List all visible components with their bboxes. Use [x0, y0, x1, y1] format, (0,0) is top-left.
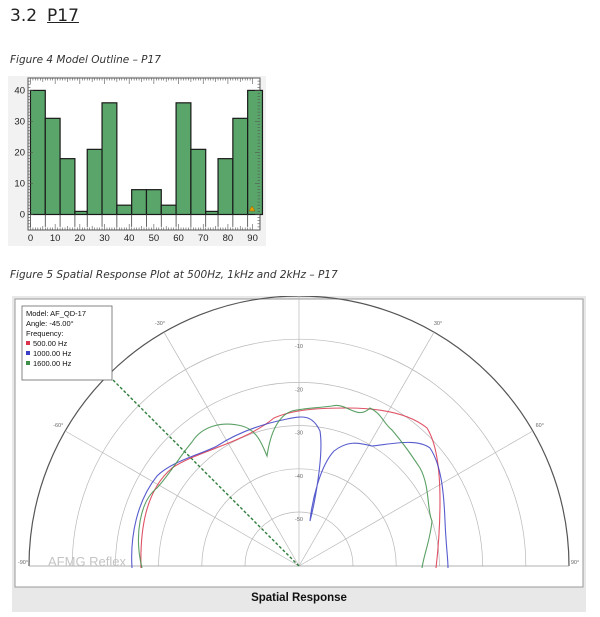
watermark: AFMG Reflex — [48, 554, 127, 569]
radial-label: -10 — [295, 344, 303, 350]
bar — [59, 158, 76, 216]
x-tick-label: 50 — [149, 233, 160, 244]
top-minor-ticks — [30, 78, 253, 84]
legend-swatch — [26, 341, 30, 345]
bar — [190, 148, 207, 216]
section-heading: 3.2 P17 — [10, 6, 79, 26]
model-outline-chart: 0 10 20 30 40 50 60 70 80 90 0 10 20 30 40 — [8, 76, 266, 246]
x-axis: 0 10 20 30 40 50 60 70 80 90 — [28, 224, 258, 244]
series-500hz — [140, 407, 441, 569]
angle-label: 90° — [571, 560, 579, 566]
legend-angle: Angle: -45.00° — [26, 319, 74, 328]
legend-box: Model: AF_QD-17 Angle: -45.00° Frequency… — [21, 305, 113, 381]
figure-5-caption: Figure 5 Spatial Response Plot at 500Hz,… — [10, 269, 338, 281]
x-tick-label: 60 — [173, 233, 184, 244]
x-tick-label: 10 — [50, 233, 61, 244]
bar — [232, 117, 249, 216]
grid-spoke — [163, 331, 300, 567]
bar — [116, 204, 133, 216]
legend-series-label: 1600.00 Hz — [33, 359, 72, 368]
radial-label: -40 — [295, 474, 303, 480]
series-1600hz — [137, 404, 433, 569]
response-curves — [131, 404, 449, 569]
y-tick-label: 30 — [14, 116, 25, 127]
radial-label: -50 — [295, 517, 303, 523]
series-1000hz — [131, 416, 449, 569]
angle-label: -90° — [18, 560, 28, 566]
radial-label: -20 — [295, 387, 303, 393]
bar — [131, 189, 148, 216]
legend-model: Model: AF_QD-17 — [26, 309, 86, 318]
y-tick-label: 10 — [14, 178, 25, 189]
bar — [86, 148, 103, 216]
bar — [175, 102, 192, 216]
y-tick-label: 40 — [14, 85, 25, 96]
legend-series-label: 500.00 Hz — [33, 339, 67, 348]
x-tick-label: 0 — [28, 233, 33, 244]
bar — [205, 210, 219, 216]
x-tick-label: 30 — [99, 233, 110, 244]
x-tick-label: 20 — [75, 233, 86, 244]
spatial-response-plot: -90°-60°-30°0°30°60°90°-10-20-30-40-50 A… — [12, 296, 586, 612]
plot-title: Spatial Response — [251, 592, 347, 604]
angle-label: 60° — [536, 423, 544, 429]
section-title-link[interactable]: P17 — [47, 6, 79, 26]
outer-ring — [28, 296, 570, 567]
aiming-angle-line — [107, 374, 300, 567]
x-tick-label: 70 — [198, 233, 209, 244]
legend-swatch — [26, 351, 30, 355]
y-axis: 0 10 20 30 40 — [14, 80, 260, 228]
bar-series — [28, 89, 264, 227]
grid-spoke — [64, 430, 300, 567]
legend-series-label: 1000.00 Hz — [33, 349, 72, 358]
bar — [101, 102, 118, 216]
x-tick-label: 80 — [223, 233, 234, 244]
figure-4-caption: Figure 4 Model Outline – P17 — [10, 54, 161, 66]
x-tick-label: 40 — [124, 233, 135, 244]
angle-label: 30° — [434, 321, 442, 327]
bar — [217, 158, 234, 216]
angle-label: -60° — [53, 423, 63, 429]
grid-spoke — [298, 430, 534, 567]
radial-label: -30 — [295, 431, 303, 437]
angle-label: -30° — [155, 321, 165, 327]
polar-grid: -90°-60°-30°0°30°60°90°-10-20-30-40-50 — [18, 296, 579, 567]
warning-marker-icon — [248, 205, 256, 212]
section-number: 3.2 — [10, 6, 38, 26]
y-tick-label: 0 — [20, 209, 25, 220]
grid-spoke — [298, 331, 435, 567]
x-tick-label: 90 — [247, 233, 258, 244]
bar — [74, 210, 88, 216]
bar — [44, 117, 61, 216]
bar — [145, 189, 162, 216]
bar — [160, 204, 177, 216]
legend-swatch — [26, 361, 30, 365]
y-tick-label: 20 — [14, 147, 25, 158]
legend-frequency-label: Frequency: — [26, 329, 64, 338]
